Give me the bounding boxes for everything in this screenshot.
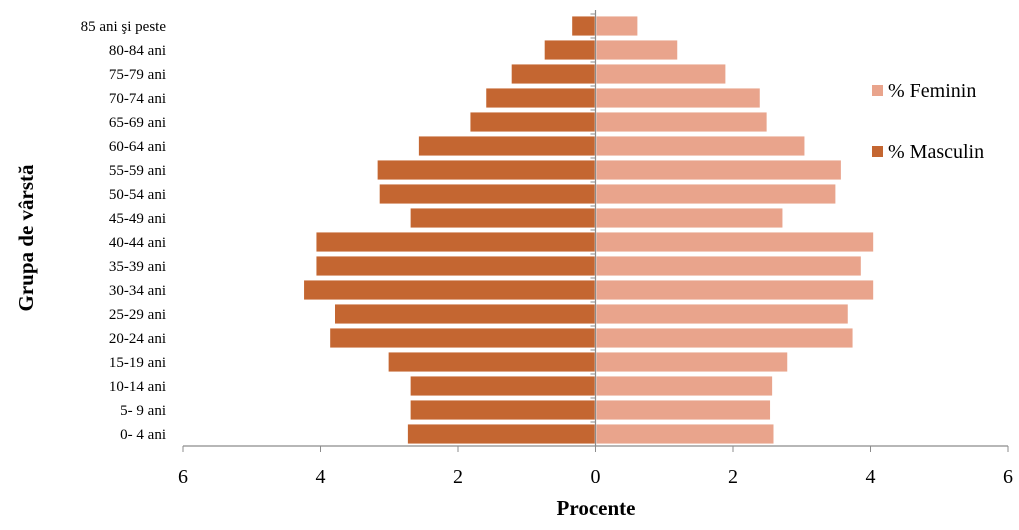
y-tick-label: 45-49 ani xyxy=(109,211,166,227)
bar-male-6 xyxy=(302,278,597,302)
bar-male-8 xyxy=(314,230,597,254)
y-tick-label: 65-69 ani xyxy=(109,115,166,131)
x-axis-title: Procente xyxy=(557,496,636,520)
bar-male-12 xyxy=(417,134,597,158)
bar-female-17 xyxy=(594,14,639,38)
bar-female-13 xyxy=(594,110,769,134)
bar-female-10 xyxy=(594,182,837,206)
y-tick-label: 70-74 ani xyxy=(109,91,166,107)
bar-male-16 xyxy=(543,38,597,62)
y-tick-label: 30-34 ani xyxy=(109,283,166,299)
axes-layer xyxy=(182,10,1009,452)
y-tick-label: 20-24 ani xyxy=(109,331,166,347)
y-tick-label: 10-14 ani xyxy=(109,379,166,395)
x-tick-label: 2 xyxy=(728,466,738,488)
y-tick-label: 40-44 ani xyxy=(109,235,166,251)
bar-female-9 xyxy=(594,206,784,230)
x-tick-label: 0 xyxy=(591,466,601,488)
y-tick-label: 15-19 ani xyxy=(109,355,166,371)
bar-female-1 xyxy=(594,398,772,422)
x-tick-labels: 6 4 2 0 2 4 6 xyxy=(178,466,1013,488)
y-tick-label: 50-54 ani xyxy=(109,187,166,203)
x-tick-label: 4 xyxy=(866,466,876,488)
y-tick-label: 0- 4 ani xyxy=(120,427,166,443)
bar-female-6 xyxy=(594,278,875,302)
y-tick-label: 60-64 ani xyxy=(109,139,166,155)
bar-female-5 xyxy=(594,302,850,326)
x-tick-label: 2 xyxy=(453,466,463,488)
legend-swatch xyxy=(872,85,883,96)
bars-layer xyxy=(302,14,875,446)
x-tick-label: 6 xyxy=(178,466,188,488)
y-tick-label: 85 ani şi peste xyxy=(81,19,167,35)
bar-female-7 xyxy=(594,254,863,278)
bar-female-16 xyxy=(594,38,679,62)
x-tick-label: 6 xyxy=(1003,466,1013,488)
bar-male-3 xyxy=(387,350,597,374)
y-tick-label: 75-79 ani xyxy=(109,67,166,83)
bar-male-14 xyxy=(484,86,597,110)
legend-label: % Feminin xyxy=(888,80,976,102)
bar-female-3 xyxy=(594,350,789,374)
y-tick-label: 80-84 ani xyxy=(109,43,166,59)
bar-female-11 xyxy=(594,158,843,182)
bar-female-4 xyxy=(594,326,855,350)
bar-male-2 xyxy=(409,374,597,398)
bar-male-1 xyxy=(409,398,597,422)
y-axis-title: Grupa de vârstă xyxy=(14,164,38,312)
bar-female-15 xyxy=(594,62,727,86)
bar-female-12 xyxy=(594,134,806,158)
bar-male-4 xyxy=(328,326,597,350)
y-tick-label: 5- 9 ani xyxy=(120,403,166,419)
bar-male-17 xyxy=(570,14,597,38)
bar-male-0 xyxy=(406,422,597,446)
y-tick-labels: 0- 4 ani 5- 9 ani 10-14 ani 15-19 ani 20-24 … xyxy=(81,19,167,443)
y-tick-label: 55-59 ani xyxy=(109,163,166,179)
bar-male-7 xyxy=(314,254,597,278)
legend: % Feminin % Masculin xyxy=(872,80,984,163)
bar-female-2 xyxy=(594,374,774,398)
bar-male-5 xyxy=(333,302,597,326)
bar-female-8 xyxy=(594,230,875,254)
bar-male-15 xyxy=(510,62,597,86)
legend-label: % Masculin xyxy=(888,141,984,163)
bar-female-14 xyxy=(594,86,762,110)
bar-female-0 xyxy=(594,422,775,446)
bar-male-10 xyxy=(378,182,597,206)
x-tick-label: 4 xyxy=(316,466,326,488)
y-tick-label: 25-29 ani xyxy=(109,307,166,323)
legend-swatch xyxy=(872,146,883,157)
bar-male-9 xyxy=(409,206,597,230)
y-tick-label: 35-39 ani xyxy=(109,259,166,275)
bar-male-11 xyxy=(376,158,597,182)
bar-male-13 xyxy=(468,110,597,134)
